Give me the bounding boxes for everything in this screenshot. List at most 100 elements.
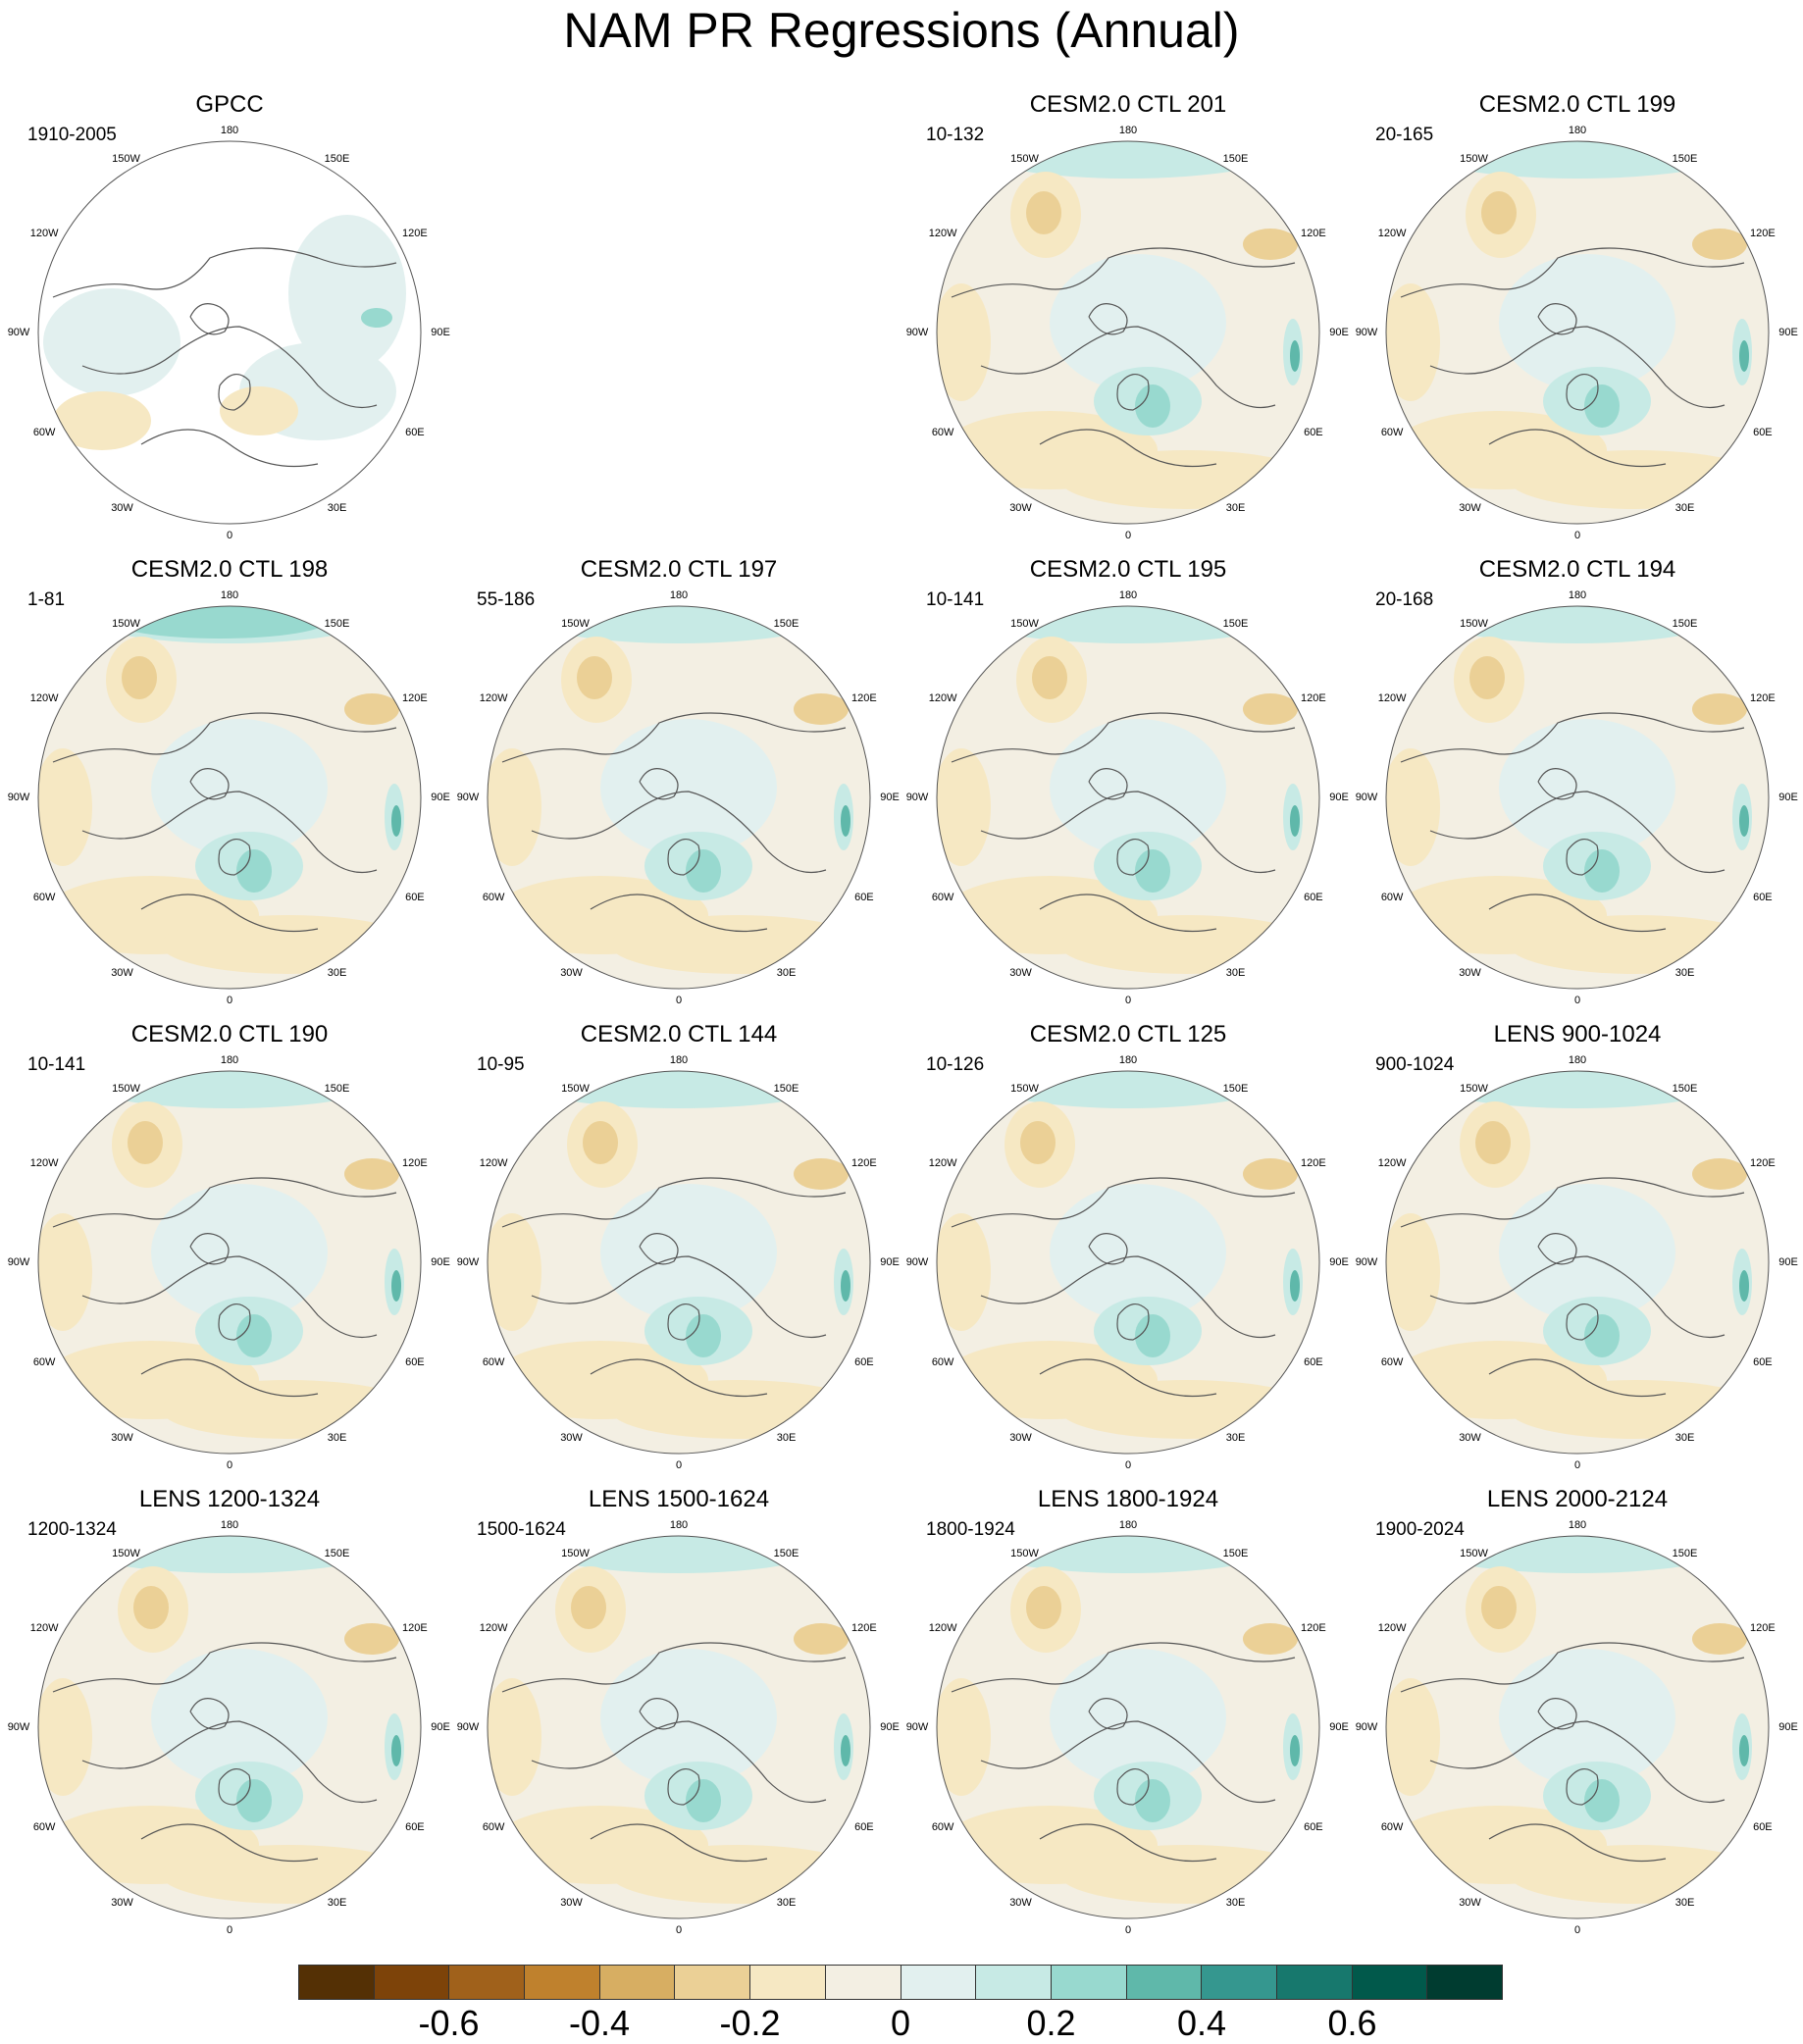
panel-period: 1-81 (27, 589, 66, 610)
longitude-label: 90E (1329, 1721, 1349, 1733)
anomaly-region (1059, 1845, 1314, 1904)
anomaly-region (841, 1735, 850, 1766)
anomaly-region (1059, 915, 1314, 974)
anomaly-region (610, 1845, 865, 1904)
longitude-label: 60W (482, 1820, 505, 1833)
anomaly-region (1386, 1213, 1440, 1331)
longitude-label: 90E (880, 1721, 900, 1733)
colorbar-tick-label: -0.4 (568, 2003, 631, 2043)
map-border (37, 140, 422, 525)
longitude-label: 90W (456, 1256, 480, 1268)
longitude-label: 120W (928, 1621, 957, 1634)
longitude-label: 30E (1225, 966, 1246, 979)
map-panel: CESM2.0 CTL 125 10-126 180 150W 150E 120W 12… (906, 1021, 1349, 1472)
anomaly-region (794, 693, 849, 725)
longitude-label: 150W (1010, 1083, 1039, 1096)
longitude-label: 30W (111, 501, 133, 514)
longitude-label: 90E (1778, 792, 1798, 803)
colorbar-box (1201, 1965, 1276, 2000)
anomaly-region (1050, 254, 1226, 391)
panel-period: 10-95 (477, 1054, 525, 1075)
map-panel: LENS 1500-1624 1500-1624 180 150W 150E 120W… (457, 1486, 900, 1937)
longitude-label: 150W (112, 1548, 140, 1560)
anomaly-region (1386, 283, 1440, 401)
anomaly-region (937, 283, 991, 401)
longitude-label: 60W (931, 1355, 954, 1368)
longitude-label: 60E (1304, 891, 1323, 903)
map-border (936, 140, 1320, 525)
map-border (936, 605, 1320, 990)
longitude-label: 60E (405, 1820, 425, 1833)
longitude-label: 120E (851, 691, 877, 704)
longitude-label: 60E (1304, 1355, 1323, 1368)
longitude-label: 150W (1010, 153, 1039, 166)
anomaly-region (577, 656, 612, 699)
longitude-label: 60E (1304, 1820, 1323, 1833)
anomaly-region (1243, 1158, 1298, 1190)
polar-map (1385, 1070, 1770, 1455)
anomaly-region (1584, 1779, 1620, 1822)
anomaly-region (1020, 1121, 1056, 1164)
longitude-label: 150W (1460, 1083, 1488, 1096)
anomaly-region (112, 606, 328, 639)
longitude-label: 30E (1674, 1431, 1695, 1444)
longitude-label: 120E (1301, 227, 1326, 239)
panel-period: 10-126 (926, 1054, 985, 1075)
longitude-label: 150E (1222, 1083, 1249, 1096)
anomaly-region (526, 606, 832, 643)
map-panel: LENS 2000-2124 1900-2024 180 150W 150E 120W… (1356, 1486, 1798, 1937)
longitude-label: 30E (1225, 501, 1246, 514)
anomaly-region (151, 1184, 328, 1321)
anomaly-region (1418, 1536, 1736, 1573)
longitude-label: 60W (32, 1355, 56, 1368)
anomaly-region (981, 1071, 1275, 1108)
longitude-label: 60W (32, 891, 56, 903)
panel-period: 1500-1624 (477, 1519, 566, 1540)
longitude-label: 90W (1355, 327, 1378, 338)
panel-title: CESM2.0 CTL 198 (130, 556, 329, 583)
anomaly-region (571, 1586, 606, 1629)
colorbar (298, 1965, 1503, 2000)
panel-title: LENS 1500-1624 (588, 1486, 770, 1512)
longitude-label: 120W (1377, 1621, 1407, 1634)
anomaly-region (1739, 340, 1749, 372)
anomaly-region (841, 805, 850, 837)
longitude-label: 180 (669, 589, 689, 601)
panel-title: CESM2.0 CTL 190 (130, 1021, 329, 1048)
colorbar-box (824, 1965, 901, 2000)
longitude-label: 180 (220, 1519, 239, 1531)
longitude-label: 120E (851, 1156, 877, 1169)
longitude-label: 150W (561, 1548, 590, 1560)
anomaly-region (1386, 748, 1440, 866)
longitude-label: 90E (1778, 327, 1798, 338)
polar-map (487, 605, 871, 990)
panel-title: CESM2.0 CTL 195 (1029, 556, 1227, 583)
longitude-label: 0 (675, 1924, 683, 1936)
longitude-label: 120E (402, 227, 428, 239)
longitude-label: 90E (431, 1721, 450, 1733)
coastline (501, 1642, 847, 1862)
anomaly-region (344, 1623, 399, 1655)
longitude-label: 90W (905, 1721, 929, 1733)
map-panel: LENS 1200-1324 1200-1324 180 150W 150E 120W… (8, 1486, 450, 1937)
longitude-label: 120W (479, 691, 508, 704)
anomaly-region (610, 1380, 865, 1439)
coastline (951, 1177, 1296, 1397)
coastline (52, 712, 397, 932)
coastline (1400, 712, 1745, 932)
longitude-label: 120E (1750, 1156, 1776, 1169)
longitude-label: 150E (1222, 153, 1249, 166)
anomaly-region (1059, 1380, 1314, 1439)
panel-period: 55-186 (477, 589, 536, 610)
longitude-label: 30E (776, 1431, 797, 1444)
longitude-label: 0 (675, 995, 683, 1006)
panel-title: CESM2.0 CTL 199 (1478, 91, 1676, 118)
longitude-label: 120E (1750, 691, 1776, 704)
longitude-label: 30W (560, 1431, 583, 1444)
longitude-label: 180 (1568, 589, 1587, 601)
colorbar-tick-label: 0.6 (1327, 2003, 1377, 2043)
longitude-label: 60E (854, 1355, 874, 1368)
longitude-label: 120E (1750, 227, 1776, 239)
longitude-label: 30E (1674, 966, 1695, 979)
longitude-label: 180 (669, 1054, 689, 1066)
